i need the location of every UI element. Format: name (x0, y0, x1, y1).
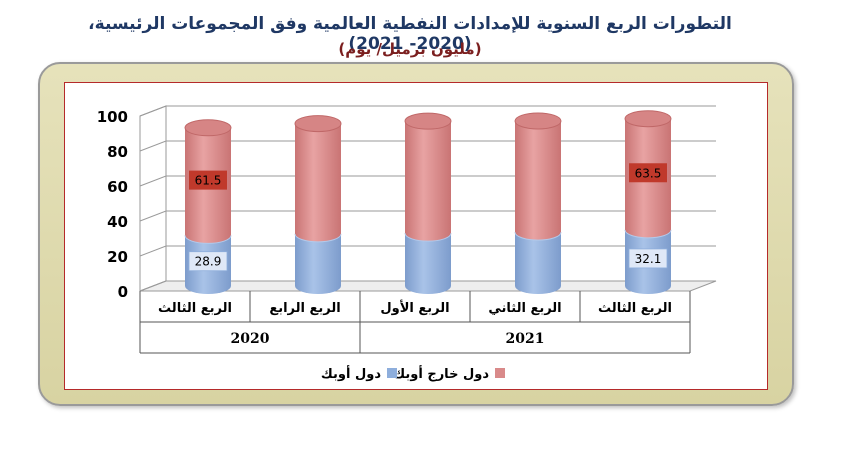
y-tick-label: 0 (118, 283, 128, 301)
bar-segment-non-opec (405, 121, 451, 242)
x-tick-label: الربع الثاني (488, 301, 561, 316)
bar-segment-non-opec (295, 123, 341, 242)
x-tick-label: الربع الأول (380, 299, 449, 316)
data-label-box-non-opec (189, 170, 227, 190)
legend-label-opec: دول أوبك (321, 365, 381, 382)
segment-boundary (514, 232, 562, 241)
y-tick-label: 100 (97, 108, 128, 126)
bar-top (294, 115, 342, 133)
y-tick-label: 60 (107, 178, 128, 196)
data-label-non-opec: 61.5 (195, 174, 222, 188)
data-label-non-opec: 63.5 (635, 166, 662, 180)
segment-boundary (294, 233, 342, 243)
data-label-box-non-opec (629, 163, 667, 183)
legend-label-non-opec: دول خارج أوبك (393, 365, 489, 382)
x-tick-label: الربع الثالث (598, 301, 672, 316)
legend-swatch-opec (387, 368, 397, 378)
side-wall (139, 105, 167, 292)
bar-segment-opec (405, 233, 451, 294)
bar-top (404, 112, 452, 130)
bar-segment-opec (295, 233, 341, 294)
segment-boundary (404, 233, 452, 242)
data-label-box-opec (188, 251, 228, 272)
x-tick-label: الربع الثالث (158, 301, 232, 316)
chart-title: التطورات الربع السنوية للإمدادات النفطية… (88, 14, 732, 54)
year-label: 2020 (231, 331, 270, 347)
segment-boundary (624, 229, 672, 239)
bar-top (514, 112, 562, 130)
gridline (139, 105, 716, 117)
data-label-opec: 28.9 (195, 255, 222, 269)
year-label: 2021 (506, 331, 545, 347)
y-tick-label: 80 (107, 143, 128, 161)
legend-swatch-non-opec (495, 368, 505, 378)
data-label-box-opec (628, 248, 668, 269)
data-label-opec: 32.1 (635, 252, 662, 266)
bar-top (624, 110, 672, 128)
bar-segment-non-opec (515, 120, 561, 241)
bar-segment-opec (515, 232, 561, 294)
x-tick-label: الربع الرابع (269, 301, 340, 316)
chart-unit: (مليون برميل/ يوم) (338, 40, 482, 58)
y-tick-label: 40 (107, 213, 128, 231)
segment-boundary (184, 235, 232, 244)
y-tick-label: 20 (107, 248, 128, 266)
bar-top (184, 119, 232, 137)
